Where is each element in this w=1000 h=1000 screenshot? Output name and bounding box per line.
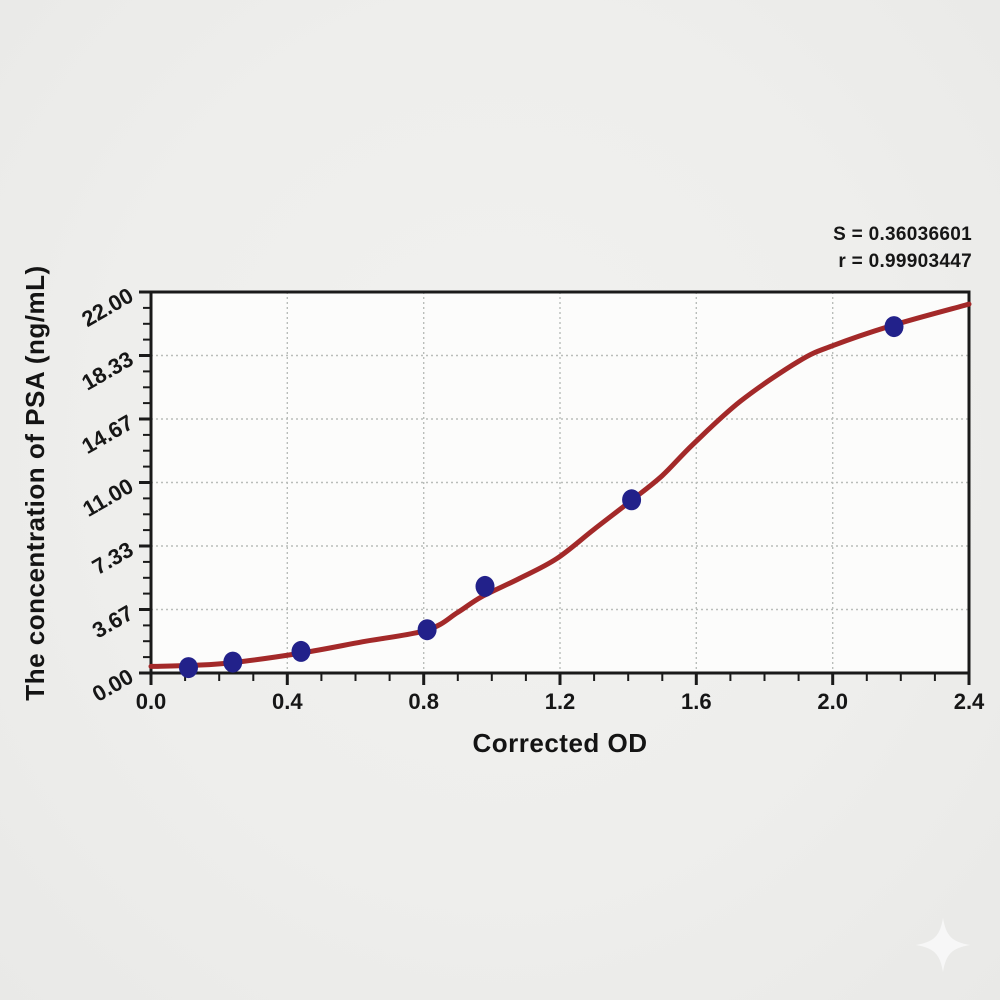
x-tick-label: 1.2 (545, 689, 576, 714)
x-axis-title: Corrected OD (472, 728, 648, 758)
y-tick-label: 18.33 (77, 346, 137, 395)
x-tick-label: 0.4 (272, 689, 303, 714)
s-value-label: S = 0.36036601 (833, 224, 972, 245)
y-tick-label: 7.33 (88, 537, 138, 580)
y-axis-title: The concentration of PSA (ng/mL) (20, 265, 50, 701)
data-point (417, 619, 437, 641)
x-tick-label: 2.4 (954, 689, 985, 714)
data-point (884, 316, 904, 338)
x-tick-label: 0.8 (408, 689, 439, 714)
data-point (223, 651, 243, 673)
r-value-label: r = 0.99903447 (838, 251, 972, 272)
data-point (291, 640, 311, 662)
y-tick-label: 11.00 (78, 473, 137, 522)
fit-statistics: S = 0.36036601 r = 0.99903447 (833, 221, 972, 275)
x-tick-label: 1.6 (681, 689, 712, 714)
data-point (622, 489, 642, 511)
y-tick-label: 3.67 (88, 600, 138, 643)
y-tick-label: 14.67 (77, 410, 137, 459)
y-tick-label: 0.00 (88, 664, 138, 707)
data-point (179, 657, 198, 679)
data-point (475, 575, 495, 597)
y-tick-label: 22.00 (77, 283, 137, 332)
sparkle-watermark-icon (916, 918, 970, 972)
x-tick-label: 0.0 (136, 689, 167, 714)
x-tick-label: 2.0 (817, 689, 848, 714)
axis-frame (149, 290, 971, 675)
